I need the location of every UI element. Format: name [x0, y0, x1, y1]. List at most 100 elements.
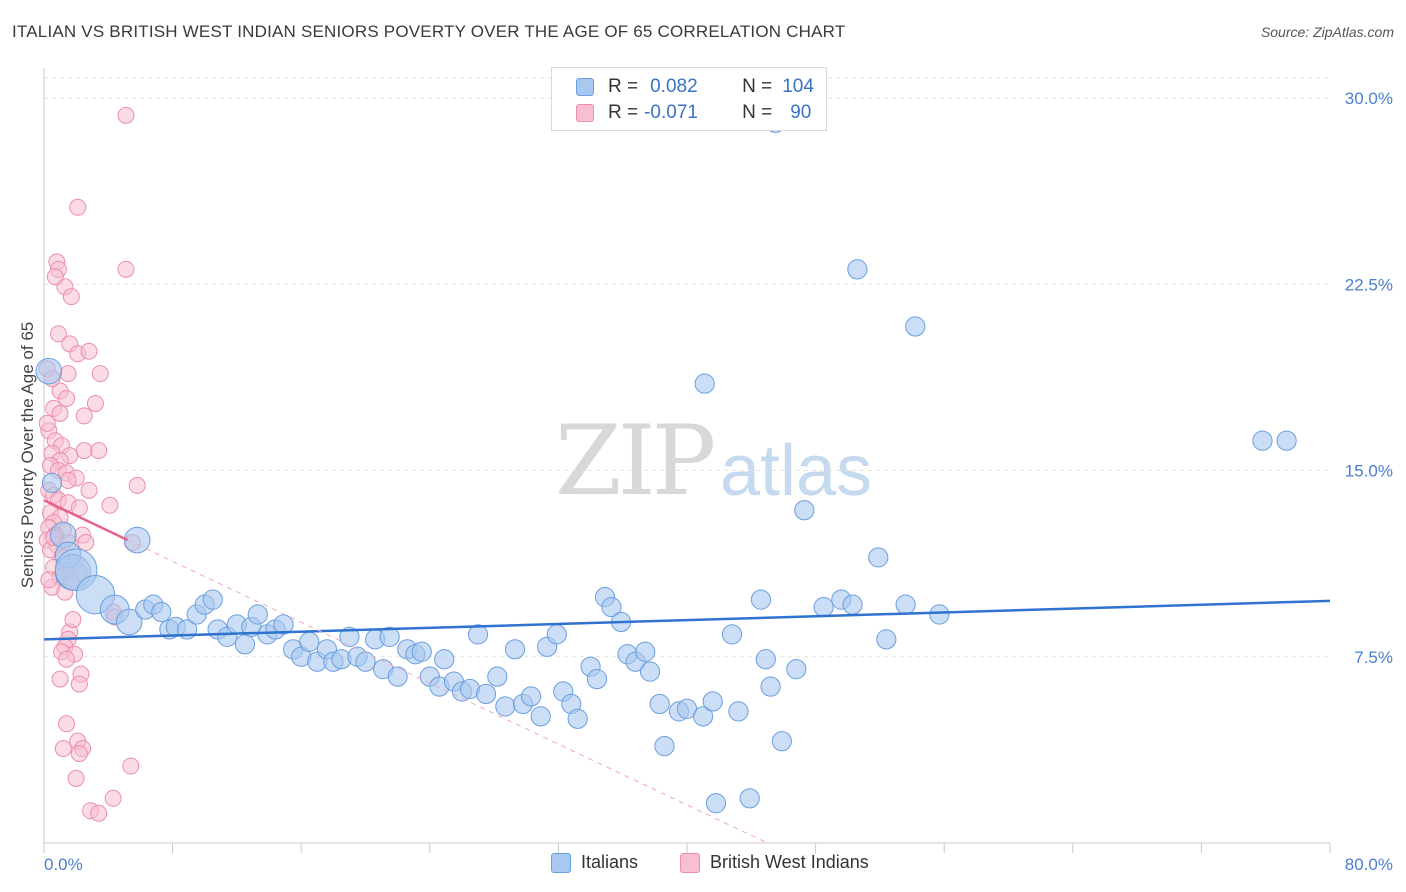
bwi-point — [75, 442, 93, 460]
bwi-point — [62, 288, 80, 306]
italians-point — [202, 589, 223, 610]
legend-r-label: R = — [608, 76, 639, 97]
italians-swatch — [551, 852, 571, 873]
italians-trend-line — [43, 599, 1331, 641]
y-tick-label: 30.0% — [1345, 89, 1393, 108]
x-tick-label: 0.0% — [44, 855, 83, 874]
bwi-swatch — [680, 852, 700, 873]
legend-r-value: 0.082 — [650, 76, 698, 97]
bwi-point — [104, 789, 122, 807]
italians-point — [546, 624, 567, 645]
bwi-point — [54, 740, 72, 758]
bwi-point — [64, 611, 82, 628]
italians-point — [868, 547, 889, 568]
italians-point — [567, 708, 588, 729]
italians-point — [504, 639, 526, 660]
legend-n-value: 104 — [782, 76, 814, 97]
bwi-point — [51, 404, 69, 422]
italians-point — [755, 649, 776, 670]
italians-swatch — [576, 78, 594, 96]
italians-point — [411, 641, 432, 662]
italians-point — [1276, 430, 1297, 451]
italians-point — [467, 624, 489, 645]
bwi-point — [117, 260, 135, 278]
bwi-point — [77, 534, 95, 552]
legend-n-label: N = — [742, 102, 773, 123]
source-label: Source: ZipAtlas.com — [1260, 24, 1394, 40]
italians-point — [654, 736, 675, 757]
italians-point — [434, 649, 455, 670]
bwi-point — [70, 675, 88, 693]
watermark-zip: ZIP — [555, 405, 716, 517]
bwi-point — [80, 481, 98, 499]
bwi-point — [58, 715, 76, 733]
italians-point — [339, 626, 360, 647]
italians-point — [794, 500, 815, 521]
italians-point — [876, 629, 897, 650]
italians-point — [728, 701, 749, 722]
bwi-point — [128, 476, 146, 494]
italians-point — [530, 706, 551, 727]
italians-point — [35, 357, 63, 385]
italians-point — [379, 626, 400, 647]
bwi-point — [75, 407, 93, 425]
italians-point — [721, 624, 743, 645]
legend-n-value: 90 — [790, 102, 812, 123]
bwi-point — [67, 769, 85, 787]
italians-point — [739, 788, 760, 809]
italians-point — [639, 661, 661, 682]
legend-r-label: R = — [608, 102, 639, 123]
bwi-point — [51, 670, 69, 688]
bwi-point — [86, 394, 104, 412]
bwi-point — [90, 442, 108, 460]
y-tick-label: 7.5% — [1354, 648, 1393, 667]
bwi-point — [70, 745, 88, 763]
italians-point — [487, 666, 508, 687]
italians-point — [649, 693, 670, 715]
y-tick-label: 15.0% — [1345, 462, 1393, 481]
bwi-point — [58, 650, 76, 668]
italians-point — [151, 601, 172, 623]
bottom-legend-label: British West Indians — [710, 852, 869, 872]
italians-point — [905, 316, 926, 337]
y-tick-label: 22.5% — [1345, 275, 1393, 294]
chart-title: ITALIAN VS BRITISH WEST INDIAN SENIORS P… — [12, 22, 846, 41]
bwi-trend-line — [43, 499, 129, 542]
italians-point — [495, 696, 516, 717]
italians-point — [635, 641, 656, 662]
italians-point — [586, 669, 608, 690]
italians-point — [123, 526, 151, 554]
italians-point — [475, 683, 497, 705]
legend-r-value: -0.071 — [644, 102, 698, 123]
italians-point — [355, 651, 376, 672]
italians-point — [41, 472, 63, 494]
bwi-point — [117, 106, 135, 124]
italians-point — [520, 686, 542, 707]
italians-point — [702, 691, 723, 712]
italians-point — [813, 596, 834, 618]
bottom-legend-italians: Italians — [551, 852, 638, 873]
italians-point — [273, 614, 294, 635]
italians-point — [247, 604, 268, 625]
bwi-point — [69, 198, 87, 216]
bwi-point — [59, 471, 77, 489]
italians-point — [692, 706, 714, 727]
italians-point — [387, 666, 408, 687]
x-tick-label: 80.0% — [1345, 855, 1393, 874]
italians-point — [694, 373, 715, 394]
y-axis-label: Seniors Poverty Over the Age of 65 — [18, 322, 37, 588]
bwi-point — [49, 325, 67, 343]
bwi-point — [101, 496, 119, 514]
italians-point — [705, 793, 727, 814]
bwi-point — [59, 365, 77, 383]
italians-point — [1252, 430, 1273, 451]
bwi-swatch — [576, 104, 594, 122]
bwi-point — [38, 414, 56, 432]
italians-point — [842, 594, 863, 615]
bottom-legend-label: Italians — [581, 852, 639, 872]
bottom-legend-bwi: British West Indians — [680, 852, 869, 873]
bwi-point — [80, 342, 98, 360]
italians-point — [786, 659, 807, 680]
italians-point — [299, 631, 320, 652]
